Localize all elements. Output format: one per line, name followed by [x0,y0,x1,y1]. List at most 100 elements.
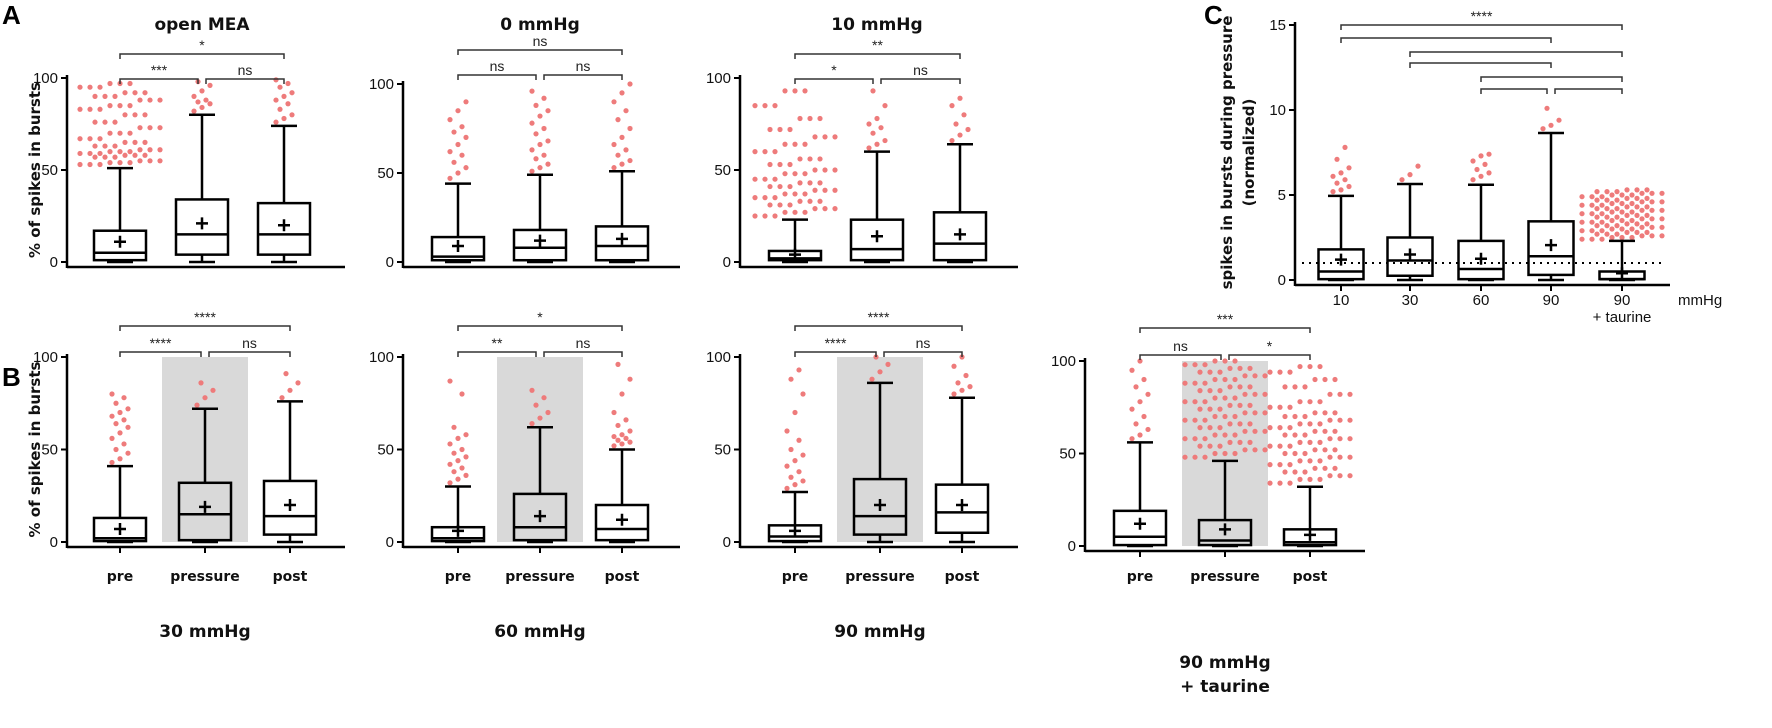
y-tick-label: 50 [377,165,394,182]
outlier-point [1302,469,1308,475]
outlier-point [792,482,798,488]
mean-marker [284,499,296,511]
outlier-point [788,376,794,382]
y-tick-label: 0 [723,254,731,271]
outlier-point [455,141,461,148]
outlier-point [125,424,131,430]
outlier-point [807,198,813,204]
outlier-point [1604,189,1610,195]
outlier-point [1599,202,1605,208]
y-tick-label: 0 [1278,272,1286,289]
outlier-point [132,152,138,158]
outlier-point [1212,432,1218,438]
outlier-point [1629,234,1635,241]
outlier-point [1282,469,1288,475]
outlier-point [611,99,617,105]
outlier-point [752,176,758,182]
outlier-point [1192,454,1198,460]
outlier-point [812,187,818,193]
outlier-point [1629,217,1635,224]
outlier-point [1634,229,1640,235]
significance-bracket [1340,24,1623,30]
outlier-point [797,198,803,204]
outlier-point [1292,384,1298,390]
mean-marker [534,234,546,247]
outlier-point [132,139,138,145]
outlier-point [1644,187,1650,193]
outlier-point [1347,473,1353,479]
outlier-point [1247,384,1253,390]
iqr-box [430,235,486,262]
outlier-point [1330,173,1336,179]
outlier-point [529,421,535,427]
outlier-point [627,125,633,132]
x-category-label: pressure [845,569,914,585]
outlier-point [1312,447,1318,453]
outlier-point [1644,212,1650,218]
significance-bracket [119,78,199,84]
outlier-point [1346,165,1352,171]
outlier-point [1624,212,1630,218]
outlier-point [1202,436,1208,442]
outlier-point [1297,399,1303,405]
outlier-point [112,143,118,149]
outlier-point [1599,194,1605,200]
outlier-point [191,108,197,114]
outlier-point [777,161,783,168]
outlier-point [281,93,287,99]
outlier-point [117,456,123,462]
outlier-point [959,387,965,393]
mean-marker [1475,252,1487,265]
outlier-point [802,209,808,215]
outlier-point [1312,465,1318,471]
outlier-point [541,125,547,132]
outlier-point [1197,369,1203,375]
outlier-point [787,126,793,133]
outlier-point [1659,216,1665,222]
outlier-point [455,170,461,176]
outlier-point [537,415,543,421]
outlier-point [1145,426,1151,433]
significance-bracket [1554,88,1623,94]
outlier-point [951,391,957,397]
outlier-point [1659,233,1665,239]
outlier-point [1649,207,1655,213]
iqr-box [852,477,908,536]
y-tick-label: 100 [33,349,58,366]
outlier-point [1217,406,1223,412]
outlier-point [529,147,535,153]
significance-bracket [794,53,961,59]
outlier-point [772,103,778,109]
outlier-point [277,84,283,90]
mean-marker [114,523,126,536]
outlier-point [112,93,118,99]
outlier-point [1197,425,1203,431]
outlier-point [1614,189,1620,195]
mean-marker [789,524,801,537]
outlier-point [1548,122,1554,128]
outlier-point [127,149,133,155]
outlier-point [1415,163,1421,169]
outlier-point [767,161,773,168]
outlier-point [1287,480,1293,486]
outlier-point [121,395,127,401]
outlier-point [878,125,884,131]
outlier-point [157,125,163,131]
outlier-point [1287,462,1293,468]
outlier-point [1579,219,1585,225]
outlier-point [619,441,625,447]
box-post [934,354,990,544]
significance-bracket [457,49,623,55]
outlier-point [1337,473,1343,479]
outlier-point [1307,421,1313,427]
outlier-point [782,191,788,197]
y-tick-label: 100 [369,76,394,93]
outlier-point [1277,462,1283,468]
outlier-point [132,90,138,96]
iqr-box [594,503,650,542]
outlier-point [1470,158,1476,164]
y-tick-label: 50 [41,442,58,459]
outlier-point [142,152,148,158]
panel-title: 30 mmHg [159,622,250,642]
